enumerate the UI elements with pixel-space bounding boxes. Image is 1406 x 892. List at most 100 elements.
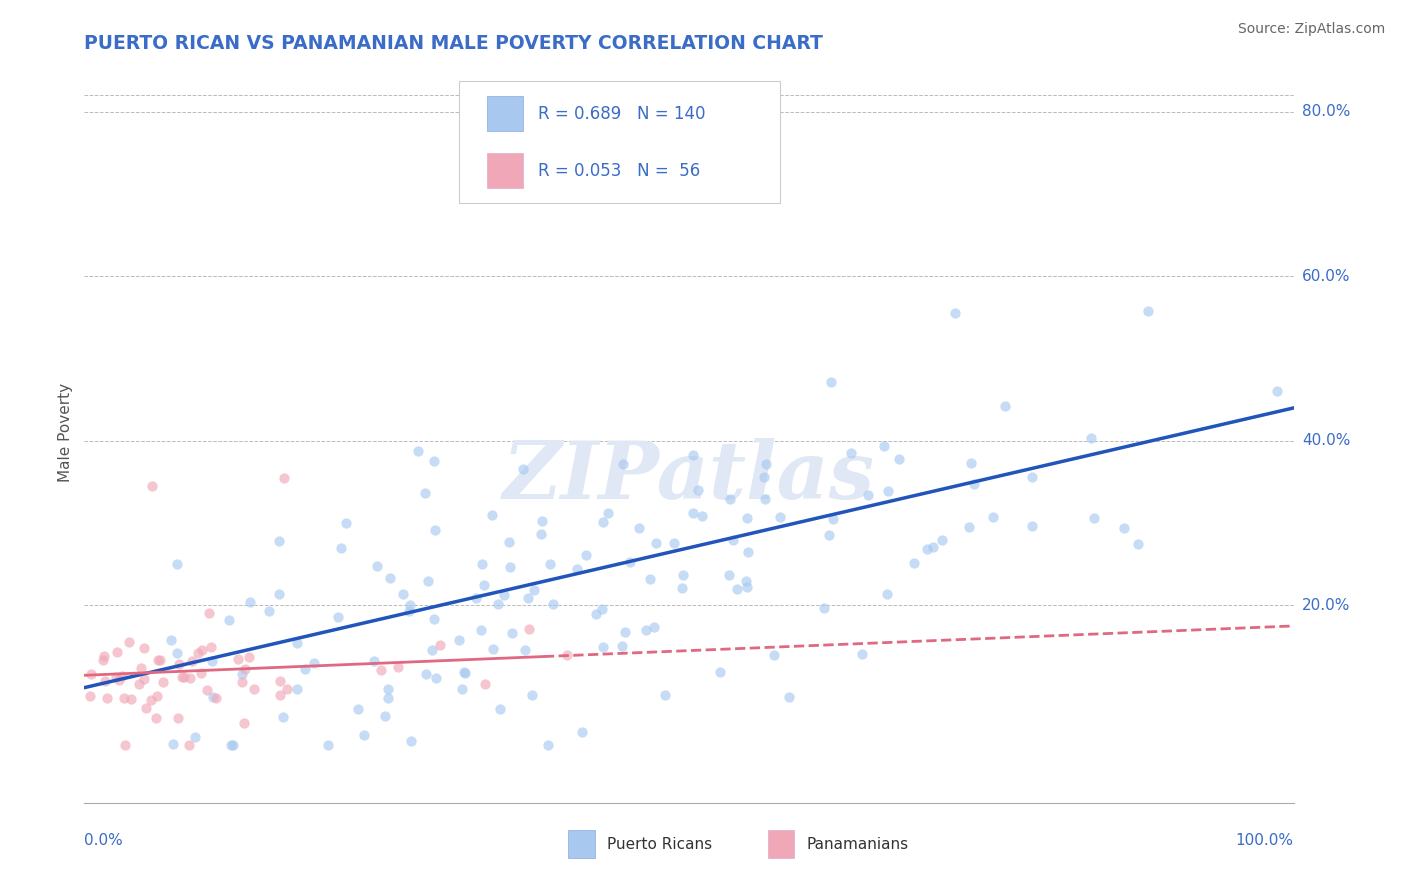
Point (482, 642, 505, 657)
Point (1080, 431, 1102, 445)
Point (501, 626, 523, 640)
Point (628, 521, 651, 535)
Bar (568, 830, 595, 858)
Point (498, 534, 520, 549)
Text: Source: ZipAtlas.com: Source: ZipAtlas.com (1237, 22, 1385, 37)
Point (112, 690, 135, 705)
Point (638, 572, 661, 586)
Point (378, 571, 401, 585)
Point (718, 492, 741, 507)
Point (141, 479, 163, 493)
Point (377, 691, 399, 706)
Point (107, 645, 129, 659)
Point (294, 662, 316, 676)
Point (233, 662, 256, 676)
Point (592, 515, 614, 529)
Point (370, 664, 392, 678)
Point (735, 574, 758, 588)
Point (238, 649, 260, 664)
Point (516, 591, 538, 606)
Point (366, 559, 388, 574)
Point (471, 557, 494, 571)
Point (184, 731, 207, 745)
Point (201, 654, 224, 668)
Point (957, 519, 980, 533)
Point (429, 638, 451, 652)
Point (347, 702, 370, 716)
Point (273, 710, 295, 724)
Point (643, 620, 665, 634)
Text: 0.0%: 0.0% (84, 833, 124, 848)
Point (612, 458, 634, 472)
Point (145, 711, 167, 725)
Text: 40.0%: 40.0% (1302, 434, 1350, 449)
Point (172, 670, 194, 684)
Point (513, 643, 536, 657)
Point (1265, 384, 1288, 398)
Point (725, 582, 748, 596)
Point (619, 555, 641, 569)
Point (813, 601, 835, 615)
Point (820, 375, 842, 389)
Point (79, 690, 101, 704)
Point (128, 677, 150, 691)
Point (474, 677, 496, 691)
Point (425, 671, 447, 685)
Text: Puerto Ricans: Puerto Ricans (607, 837, 711, 852)
Point (450, 681, 472, 696)
Point (592, 640, 614, 654)
Point (585, 607, 607, 621)
Point (876, 587, 898, 601)
Point (523, 583, 546, 598)
Point (709, 665, 731, 679)
Point (179, 738, 201, 752)
Point (329, 541, 352, 555)
Point (198, 606, 221, 620)
Point (472, 578, 495, 592)
Point (529, 527, 551, 541)
Point (420, 642, 443, 657)
Point (818, 528, 841, 542)
Point (1112, 521, 1135, 535)
Point (326, 610, 349, 624)
Point (191, 643, 214, 657)
Point (391, 587, 413, 601)
Point (363, 654, 385, 668)
Point (672, 568, 695, 582)
Point (1083, 511, 1105, 525)
Point (889, 451, 911, 466)
Point (239, 595, 262, 609)
Point (416, 574, 439, 588)
Point (162, 737, 184, 751)
Point (108, 673, 131, 687)
Point (499, 559, 522, 574)
Point (644, 536, 666, 550)
Point (285, 682, 308, 697)
Point (285, 636, 308, 650)
Point (769, 510, 792, 524)
Point (335, 516, 357, 530)
Point (200, 640, 222, 654)
Point (682, 506, 704, 520)
Point (1021, 470, 1043, 484)
Point (413, 486, 436, 500)
Point (93, 648, 115, 663)
Text: 100.0%: 100.0% (1236, 833, 1294, 848)
Bar (486, 153, 523, 188)
Point (231, 674, 253, 689)
Point (922, 541, 945, 555)
Point (522, 688, 544, 702)
Point (167, 711, 190, 725)
Point (105, 670, 128, 684)
Point (114, 738, 136, 752)
FancyBboxPatch shape (460, 81, 780, 203)
Point (613, 625, 636, 640)
Point (195, 683, 218, 698)
Point (555, 648, 578, 662)
Point (718, 568, 741, 582)
Point (387, 660, 409, 674)
Text: 20.0%: 20.0% (1302, 598, 1350, 613)
Point (464, 591, 486, 605)
Point (531, 514, 554, 528)
Point (316, 738, 339, 752)
